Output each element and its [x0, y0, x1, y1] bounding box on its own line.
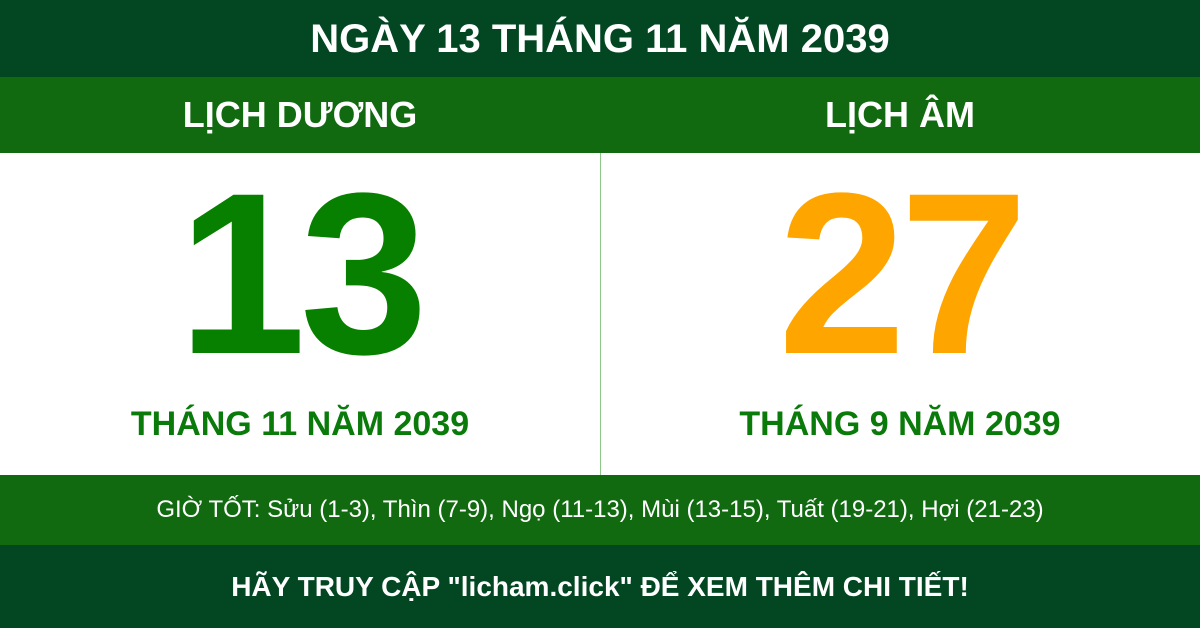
lunar-month-year: THÁNG 9 NĂM 2039: [739, 405, 1061, 443]
page-title: NGÀY 13 THÁNG 11 NĂM 2039: [0, 0, 1200, 77]
solar-column: 13 THÁNG 11 NĂM 2039: [0, 153, 600, 475]
solar-header: LỊCH DƯƠNG: [182, 94, 418, 135]
solar-month-year: THÁNG 11 NĂM 2039: [130, 405, 470, 443]
lunar-column: 27 THÁNG 9 NĂM 2039: [600, 153, 1200, 475]
good-hours: GIỜ TỐT: Sửu (1-3), Thìn (7-9), Ngọ (11-…: [0, 475, 1200, 545]
lunar-day: 27: [778, 159, 1028, 389]
column-headers: LỊCH DƯƠNG LỊCH ÂM: [0, 77, 1200, 153]
lunar-header: LỊCH ÂM: [825, 94, 975, 135]
solar-day: 13: [178, 159, 428, 389]
calendar-body: 13 THÁNG 11 NĂM 2039 27 THÁNG 9 NĂM 2039: [0, 153, 1200, 475]
column-divider: [600, 153, 601, 475]
footer-cta: HÃY TRUY CẬP "licham.click" ĐỂ XEM THÊM …: [0, 545, 1200, 628]
